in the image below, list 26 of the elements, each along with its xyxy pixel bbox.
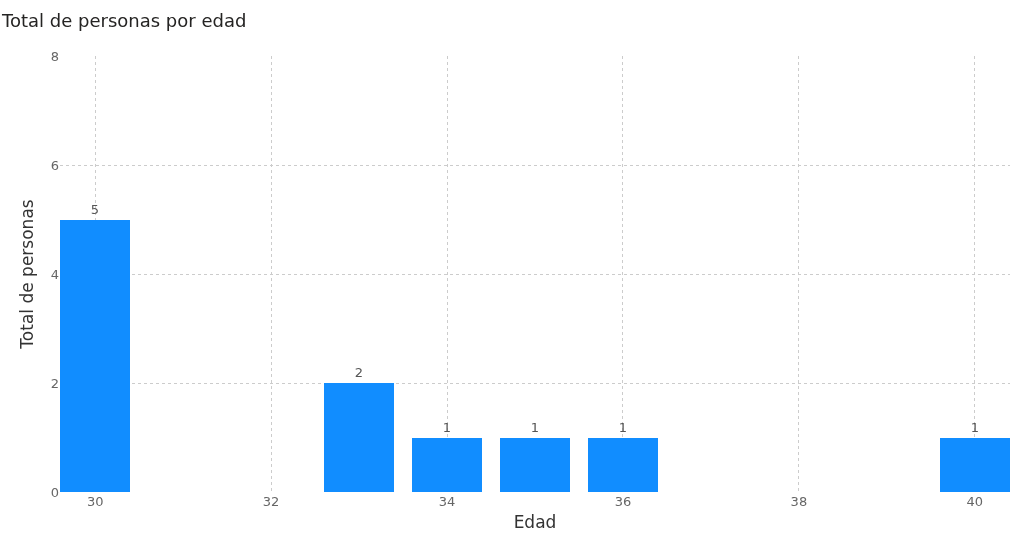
chart-title: Total de personas por edad — [1, 9, 247, 31]
y-tick-label: 8 — [50, 48, 59, 64]
y-axis-title: Total de personas — [17, 199, 38, 350]
bar — [500, 438, 570, 492]
bar — [60, 220, 130, 492]
data-label: 1 — [442, 420, 452, 435]
bar — [324, 383, 394, 492]
bar — [412, 438, 482, 492]
x-tick-label: 40 — [966, 494, 984, 509]
x-tick-label: 38 — [790, 494, 808, 509]
x-tick-label: 32 — [262, 494, 280, 509]
data-label: 1 — [530, 420, 540, 435]
x-tick-label: 34 — [438, 494, 456, 509]
data-label: 1 — [618, 420, 628, 435]
data-label: 2 — [354, 365, 364, 380]
x-tick-label: 36 — [614, 494, 632, 509]
data-label: 5 — [90, 202, 100, 217]
y-tick-label: 0 — [50, 484, 59, 500]
y-tick-label: 2 — [50, 375, 59, 391]
x-tick-label: 30 — [86, 494, 104, 509]
data-label: 1 — [970, 420, 980, 435]
bar — [940, 438, 1010, 492]
y-tick-label: 6 — [50, 157, 59, 173]
bar — [588, 438, 658, 492]
x-axis-title: Edad — [513, 512, 557, 533]
y-tick-label: 4 — [50, 266, 59, 282]
